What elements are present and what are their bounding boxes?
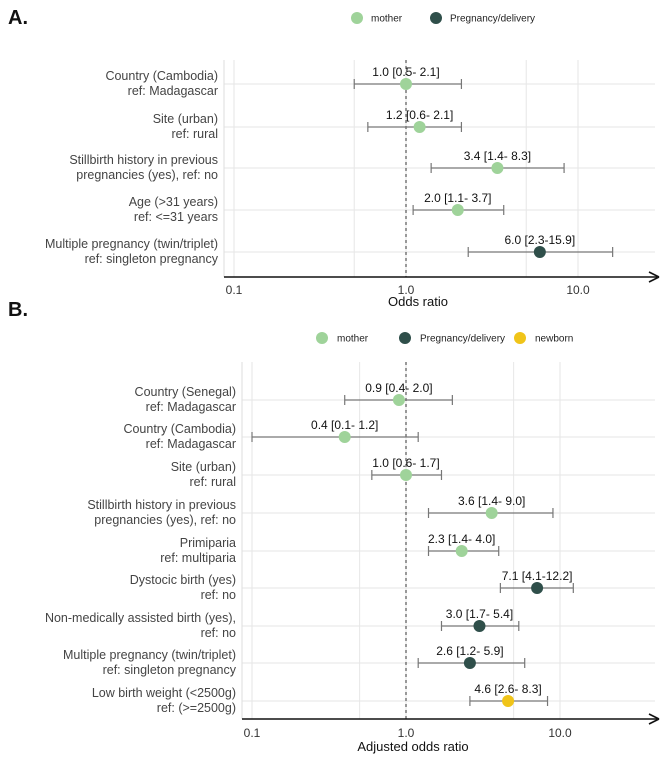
row-label-line2: ref: singleton pregnancy — [103, 663, 237, 677]
point-estimate — [531, 582, 544, 594]
legend-marker-mother — [316, 332, 328, 344]
estimate-label: 1.0 [0.5- 2.1] — [372, 65, 439, 79]
row-label-line2: pregnancies (yes), ref: no — [94, 513, 236, 527]
row-label-line2: ref: Madagascar — [146, 437, 236, 451]
point-estimate — [473, 620, 486, 632]
row-label-line1: Stillbirth history in previous — [87, 498, 236, 512]
legend-label: Pregnancy/delivery — [420, 334, 505, 345]
estimate-label: 2.6 [1.2- 5.9] — [436, 644, 503, 658]
row-label-line1: Site (urban) — [153, 112, 218, 126]
row-label-line1: Multiple pregnancy (twin/triplet) — [45, 237, 218, 251]
estimate-label: 3.4 [1.4- 8.3] — [464, 149, 531, 163]
legend-label: mother — [337, 334, 369, 345]
legend-label: newborn — [535, 334, 573, 345]
estimate-label: 6.0 [2.3-15.9] — [504, 233, 575, 247]
estimate-label: 0.9 [0.4- 2.0] — [365, 381, 432, 395]
row-label-line2: ref: rural — [189, 475, 236, 489]
estimate-label: 2.3 [1.4- 4.0] — [428, 532, 495, 546]
legend-label: Pregnancy/delivery — [450, 14, 535, 25]
x-tick-label: 0.1 — [226, 283, 243, 297]
row-label-line2: ref: no — [201, 588, 236, 602]
row-label-line2: ref: (>=2500g) — [157, 701, 236, 715]
panel-letter: A. — [8, 7, 28, 29]
row-label-line2: ref: multiparia — [160, 551, 236, 565]
estimate-label: 2.0 [1.1- 3.7] — [424, 191, 491, 205]
x-axis-arrow — [648, 713, 660, 725]
row-label-line2: ref: <=31 years — [134, 210, 218, 224]
row-label-line1: Country (Senegal) — [135, 385, 236, 399]
legend-marker-newborn — [514, 332, 526, 344]
point-estimate — [413, 121, 426, 133]
estimate-label: 1.0 [0.6- 1.7] — [372, 456, 439, 470]
x-tick-label: 1.0 — [398, 726, 415, 740]
row-label-line2: ref: Madagascar — [146, 400, 236, 414]
point-estimate — [451, 204, 464, 216]
x-tick-label: 1.0 — [398, 283, 415, 297]
row-label-line2: ref: singleton pregnancy — [85, 252, 219, 266]
estimate-label: 4.6 [2.6- 8.3] — [474, 682, 541, 696]
legend-marker-pregnancy-delivery — [430, 12, 442, 24]
x-tick-label: 10.0 — [548, 726, 572, 740]
point-estimate — [485, 507, 498, 519]
row-label-line1: Site (urban) — [171, 460, 236, 474]
row-label-line1: Age (>31 years) — [129, 195, 218, 209]
legend-marker-pregnancy-delivery — [399, 332, 411, 344]
row-label-line2: ref: no — [201, 626, 236, 640]
point-estimate — [491, 162, 504, 174]
point-estimate — [463, 657, 476, 669]
point-estimate — [533, 246, 546, 258]
row-label-line1: Multiple pregnancy (twin/triplet) — [63, 648, 236, 662]
row-label-line1: Primiparia — [180, 536, 236, 550]
row-label-line2: pregnancies (yes), ref: no — [76, 168, 218, 182]
panel-a: A. mother Pregnancy/delivery 0.1 1.0 10.0 Odds… — [8, 7, 660, 309]
row-label-line1: Low birth weight (<2500g) — [92, 686, 236, 700]
legend-label: mother — [371, 14, 403, 25]
point-estimate — [400, 469, 412, 481]
panel-b: B. mother Pregnancy/delivery newborn 0.1 1.0 1… — [8, 299, 660, 754]
estimate-label: 3.6 [1.4- 9.0] — [458, 494, 525, 508]
panel-letter: B. — [8, 299, 28, 321]
x-axis-title: Odds ratio — [388, 294, 448, 309]
estimate-label: 0.4 [0.1- 1.2] — [311, 418, 378, 432]
point-estimate — [502, 695, 515, 707]
x-axis-arrow — [648, 271, 660, 283]
point-estimate — [392, 394, 405, 406]
x-axis-title: Adjusted odds ratio — [357, 739, 468, 754]
row-label-line1: Country (Cambodia) — [123, 422, 236, 436]
row-label-line1: Dystocic birth (yes) — [130, 573, 236, 587]
row-label-line2: ref: rural — [171, 127, 218, 141]
row-label-line1: Stillbirth history in previous — [69, 153, 218, 167]
x-tick-label: 10.0 — [566, 283, 590, 297]
row-label-line1: Country (Cambodia) — [105, 69, 218, 83]
x-tick-label: 0.1 — [244, 726, 261, 740]
estimate-label: 1.2 [0.6- 2.1] — [386, 108, 453, 122]
row-label-line2: ref: Madagascar — [128, 84, 218, 98]
row-label-line1: Non-medically assisted birth (yes), — [45, 611, 236, 625]
estimate-label: 3.0 [1.7- 5.4] — [446, 607, 513, 621]
estimate-label: 7.1 [4.1-12.2] — [502, 569, 573, 583]
legend-marker-mother — [351, 12, 363, 24]
point-estimate — [400, 78, 412, 90]
point-estimate — [455, 545, 468, 557]
point-estimate — [338, 431, 351, 443]
